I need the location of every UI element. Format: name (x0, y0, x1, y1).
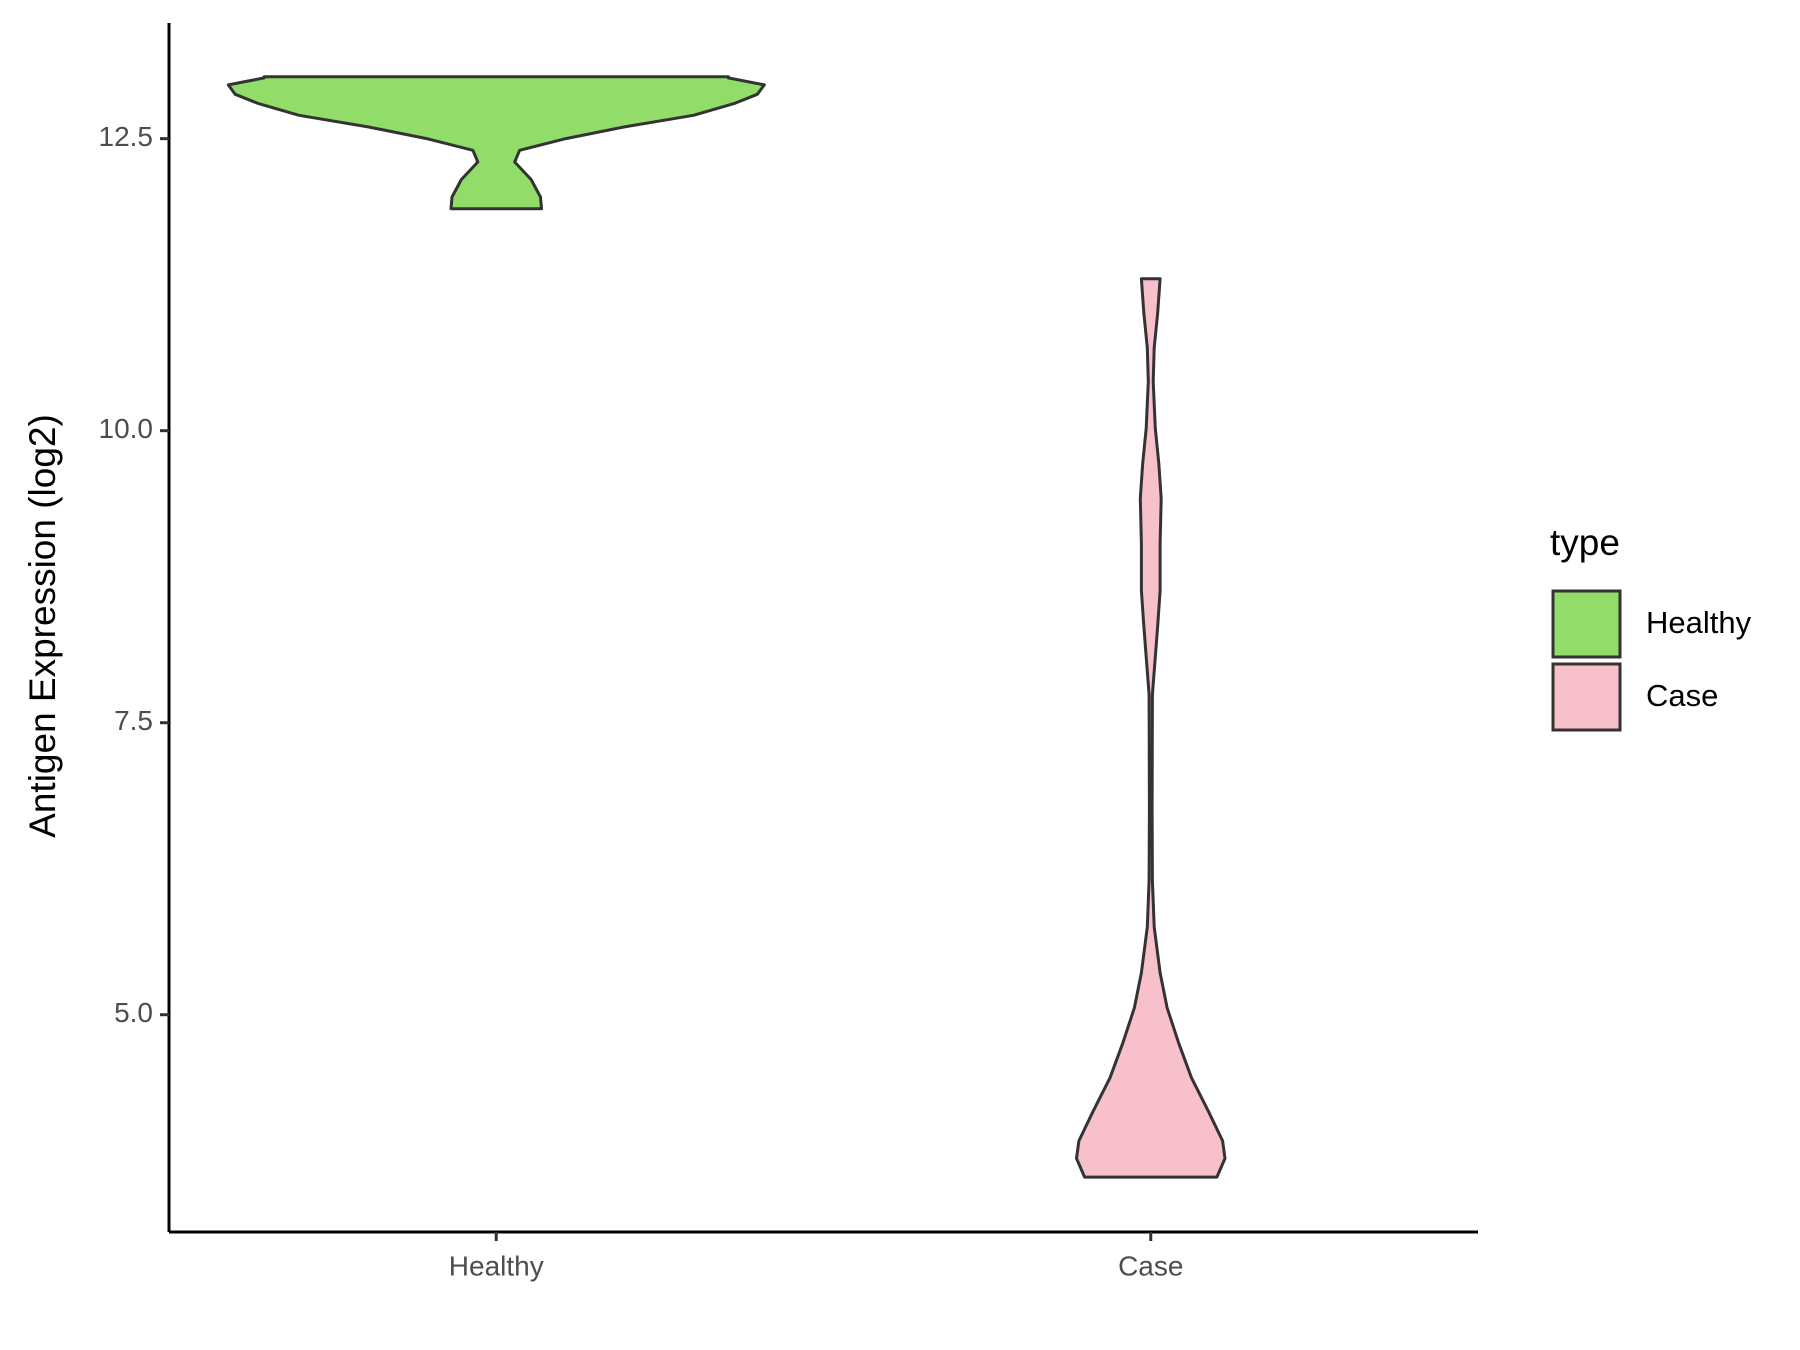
y-tick-label: 10.0 (99, 413, 154, 444)
violin (226, 75, 766, 211)
y-tick-label: 7.5 (114, 705, 153, 736)
legend-swatch (1551, 662, 1622, 732)
y-axis-title: Antigen Expression (log2) (22, 414, 63, 838)
y-tick-label: 12.5 (99, 121, 154, 152)
legend-label: Healthy (1646, 605, 1752, 640)
x-tick-label: Case (1118, 1250, 1183, 1281)
x-tick-label: Healthy (449, 1250, 544, 1281)
legend-label: Case (1646, 678, 1718, 713)
violin (1075, 277, 1227, 1179)
y-tick-label: 5.0 (114, 997, 153, 1028)
legend-swatch (1551, 589, 1622, 659)
legend-title: type (1550, 522, 1620, 563)
